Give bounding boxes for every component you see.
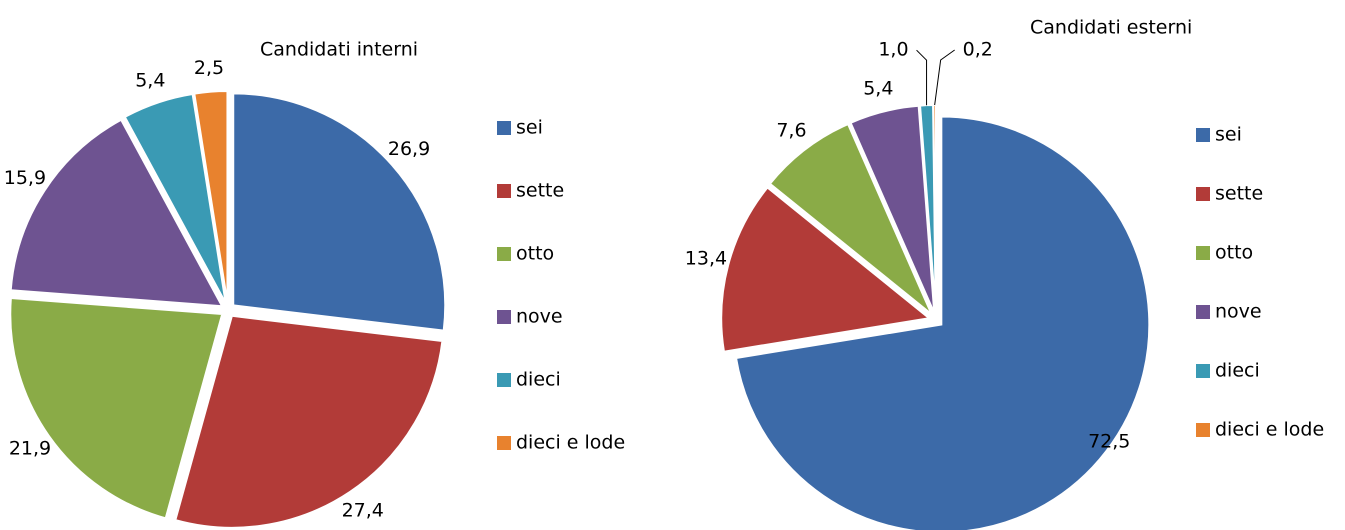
legend-swatch <box>1196 246 1210 260</box>
data-label: 5,4 <box>135 69 165 91</box>
leader-line <box>916 49 928 106</box>
legend-label: dieci e lode <box>1215 419 1324 441</box>
data-label: 5,4 <box>863 78 893 100</box>
pie-slice <box>9 296 224 520</box>
legend-swatch <box>1196 423 1210 437</box>
data-label: 0,2 <box>963 39 993 61</box>
data-label: 15,9 <box>4 167 46 189</box>
legend-swatch <box>1196 128 1210 142</box>
data-label: 72,5 <box>1088 430 1130 452</box>
legend-label: otto <box>516 243 554 265</box>
pie-slice <box>232 92 447 332</box>
data-label: 21,9 <box>9 438 51 460</box>
pie-slice <box>734 115 1151 530</box>
pie-slice <box>9 118 224 308</box>
pie-slice <box>174 314 444 529</box>
legend-swatch <box>497 436 511 450</box>
data-label: 2,5 <box>194 57 224 79</box>
data-label: 1,0 <box>878 39 908 61</box>
data-label: 13,4 <box>685 248 727 270</box>
legend-label: sei <box>1215 124 1242 146</box>
data-label: 26,9 <box>388 138 430 160</box>
legend-swatch <box>497 184 511 198</box>
pie-slice <box>932 103 937 314</box>
chart-title: Candidati interni <box>260 39 418 61</box>
legend-label: nove <box>516 306 563 328</box>
legend-label: dieci e lode <box>516 432 625 454</box>
pie-slice <box>768 122 933 316</box>
legend-label: dieci <box>1215 360 1260 382</box>
legend-label: sette <box>516 180 564 202</box>
pie-slice <box>720 186 932 353</box>
legend-swatch <box>497 373 511 387</box>
legend-label: sei <box>516 117 543 139</box>
legend-label: dieci <box>516 369 561 391</box>
legend-swatch <box>1196 187 1210 201</box>
data-label: 7,6 <box>776 119 806 141</box>
pie-slice <box>849 104 936 314</box>
chart-title: Candidati esterni <box>1030 17 1192 39</box>
pie-slice <box>193 90 229 304</box>
leader-line <box>934 49 955 106</box>
data-label: 27,4 <box>342 500 384 522</box>
legend-swatch <box>497 247 511 261</box>
legend-label: nove <box>1215 301 1262 323</box>
legend-label: sette <box>1215 183 1263 205</box>
legend-swatch <box>497 310 511 324</box>
legend-label: otto <box>1215 242 1253 264</box>
legend-swatch <box>1196 305 1210 319</box>
pie-slice <box>123 92 227 304</box>
legend-swatch <box>1196 364 1210 378</box>
legend-swatch <box>497 121 511 135</box>
